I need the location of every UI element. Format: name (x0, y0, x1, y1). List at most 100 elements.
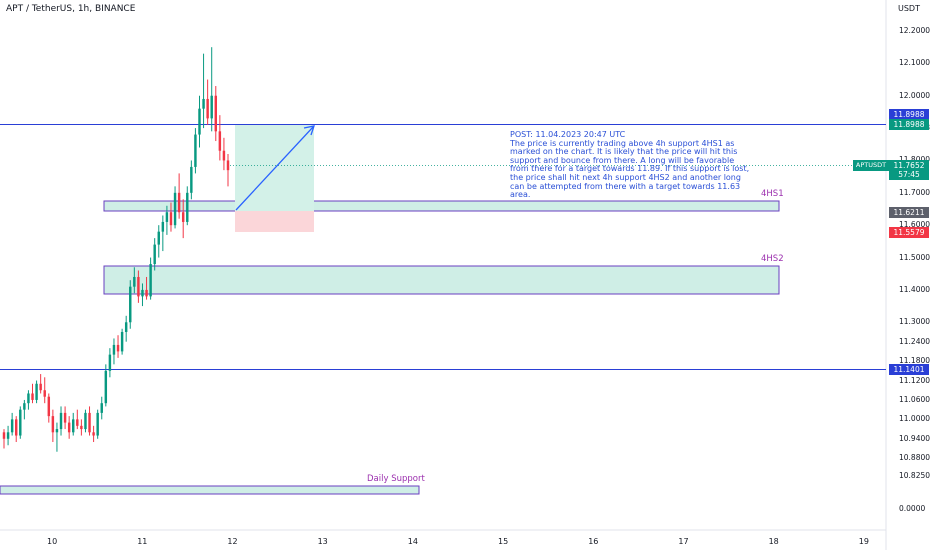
candle[interactable] (10, 419, 14, 433)
candle[interactable] (149, 264, 152, 297)
candle[interactable] (84, 412, 87, 430)
candle[interactable] (100, 403, 103, 413)
x-tick-label: 16 (588, 537, 599, 546)
candle[interactable] (210, 95, 213, 119)
candle[interactable] (6, 432, 10, 439)
candle[interactable] (186, 192, 189, 222)
candle[interactable] (31, 393, 34, 400)
y-tick-label: 11.2400 (899, 336, 931, 346)
zone-label-4hs2: 4HS2 (761, 254, 784, 264)
x-tick-label: 12 (227, 537, 238, 546)
candle[interactable] (157, 231, 160, 245)
y-tick-label: 12.1000 (899, 58, 931, 68)
x-tick-label: 10 (47, 537, 58, 546)
candle[interactable] (198, 108, 201, 135)
stop-area[interactable] (235, 211, 314, 232)
candle[interactable] (120, 331, 124, 352)
candle[interactable] (14, 419, 18, 436)
candle[interactable] (35, 383, 38, 400)
zone-4hs2[interactable] (103, 265, 780, 295)
candle[interactable] (181, 212, 185, 222)
candle[interactable] (55, 429, 59, 433)
candle[interactable] (67, 422, 71, 433)
candle[interactable] (108, 354, 112, 371)
zone-daily-support[interactable] (0, 485, 420, 495)
candle[interactable] (137, 276, 140, 297)
candle[interactable] (222, 150, 226, 161)
candle[interactable] (72, 419, 75, 433)
y-tick-label: 0.0000 (899, 504, 926, 513)
candle[interactable] (141, 289, 144, 297)
y-tick-label: 11.4000 (899, 284, 931, 294)
candle[interactable] (133, 276, 136, 287)
candle[interactable] (59, 412, 63, 430)
candle[interactable] (104, 370, 108, 404)
symbol-price-tag: APTUSDT (853, 160, 889, 171)
y-tick-label: 11.7000 (899, 187, 931, 197)
y-tick-label: 11.5000 (899, 252, 931, 262)
zone-label-daily: Daily Support (367, 474, 425, 484)
candle[interactable] (23, 403, 26, 410)
candle[interactable] (43, 390, 46, 397)
y-tick-label: 10.9400 (899, 433, 931, 443)
entry-price-tag: 11.6211 (889, 207, 929, 218)
resistance-price-tag: 11.8988 (889, 109, 929, 120)
candle[interactable] (194, 134, 197, 167)
x-tick-label: 18 (768, 537, 779, 546)
candles-group (2, 47, 230, 452)
candle[interactable] (169, 212, 173, 226)
candle[interactable] (19, 409, 22, 436)
candle[interactable] (63, 412, 67, 423)
y-tick-label: 12.2000 (899, 26, 931, 35)
x-tick-label: 19 (858, 537, 869, 546)
candle[interactable] (206, 98, 209, 119)
arrow-head (303, 125, 315, 136)
candle[interactable] (202, 98, 205, 109)
y-tick-label: 11.3000 (899, 317, 931, 327)
candle[interactable] (116, 344, 120, 352)
currency-label: USDT (898, 4, 920, 13)
candle[interactable] (226, 160, 230, 171)
candle[interactable] (112, 344, 116, 355)
candle[interactable] (88, 412, 91, 433)
candle[interactable] (47, 396, 51, 417)
candle[interactable] (173, 192, 177, 226)
analysis-note[interactable]: POST: 11.04.2023 20:47 UTC The price is … (510, 130, 750, 200)
candle[interactable] (96, 412, 99, 436)
x-tick-label: 11 (137, 537, 148, 546)
candle[interactable] (80, 425, 83, 430)
candle[interactable] (177, 192, 181, 213)
x-tick-label: 13 (317, 537, 328, 546)
x-tick-label: 17 (678, 537, 689, 546)
y-tick-label: 10.8800 (899, 453, 931, 463)
y-tick-label: 10.8250 (899, 471, 931, 480)
y-tick-label: 12.0000 (899, 90, 931, 100)
bar-countdown: 57:45 (889, 169, 929, 180)
candle[interactable] (218, 131, 222, 151)
candle[interactable] (165, 212, 169, 222)
y-tick-label: 11.1200 (899, 375, 931, 385)
candle[interactable] (214, 95, 218, 132)
stop-price-tag: 11.5579 (889, 227, 929, 238)
candle[interactable] (145, 289, 148, 297)
candle[interactable] (51, 416, 55, 433)
candle[interactable] (161, 221, 165, 232)
y-tick-label: 11.0600 (899, 394, 931, 404)
support-price-tag: 11.1401 (889, 364, 929, 375)
candle[interactable] (153, 244, 156, 265)
y-tick-label: 11.6000 (899, 220, 931, 230)
zone-4hs1[interactable] (103, 200, 780, 212)
x-tick-label: 14 (407, 537, 418, 546)
y-tick-label: 11.1800 (899, 356, 931, 366)
candle[interactable] (129, 286, 132, 323)
candle[interactable] (92, 432, 95, 436)
candle[interactable] (76, 419, 79, 426)
candle[interactable] (2, 432, 6, 439)
candle[interactable] (39, 383, 42, 391)
candle[interactable] (190, 166, 193, 193)
candle[interactable] (27, 393, 30, 404)
candle[interactable] (124, 322, 128, 332)
symbol-title: APT / TetherUS, 1h, BINANCE (6, 4, 136, 14)
projection-arrow[interactable] (235, 126, 314, 211)
